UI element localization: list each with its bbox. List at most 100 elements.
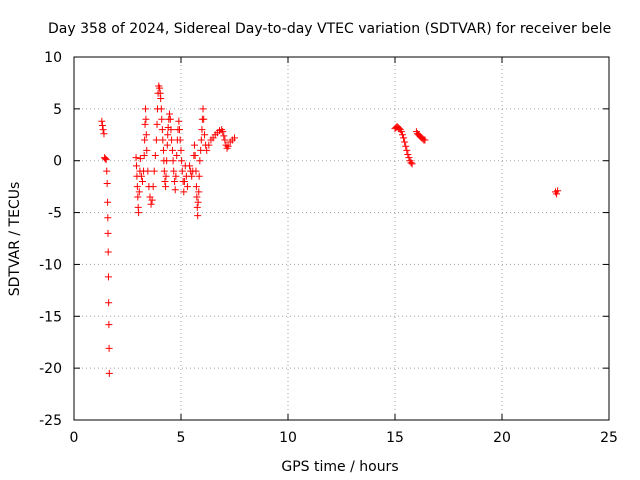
data-point	[158, 115, 166, 123]
data-point	[105, 299, 113, 307]
y-axis-label: SDTVAR / TECUs	[7, 182, 23, 297]
data-point	[397, 128, 405, 136]
data-point	[180, 177, 188, 185]
data-point	[162, 183, 170, 191]
data-point	[135, 188, 143, 196]
x-tick-label: 10	[279, 430, 297, 446]
data-point	[167, 126, 175, 134]
data-point	[231, 134, 238, 142]
grid	[74, 57, 609, 420]
data-point	[103, 167, 111, 175]
data-point	[162, 172, 170, 180]
data-point	[404, 150, 412, 158]
data-point	[135, 209, 143, 217]
x-tick-label: 0	[70, 430, 79, 446]
data-point	[133, 183, 141, 191]
data-point	[220, 132, 228, 140]
data-point	[169, 157, 177, 165]
data-point	[421, 136, 429, 144]
data-point	[141, 105, 149, 113]
data-point	[143, 146, 151, 154]
y-tick-label: -25	[39, 413, 62, 429]
data-point	[176, 126, 184, 134]
y-tick-label: -5	[48, 206, 62, 222]
data-point	[132, 154, 140, 162]
data-point	[163, 141, 171, 149]
data-point	[132, 162, 140, 170]
data-point	[408, 160, 416, 168]
data-point	[159, 146, 167, 154]
data-point	[98, 117, 106, 125]
data-point	[141, 136, 149, 144]
data-point	[163, 157, 171, 165]
data-point	[153, 120, 161, 128]
data-point	[219, 128, 227, 136]
data-point	[175, 117, 183, 125]
data-point	[102, 156, 110, 164]
data-point	[554, 187, 562, 195]
data-point	[165, 110, 173, 118]
data-point	[101, 155, 109, 163]
data-point	[183, 183, 191, 191]
x-tick-label: 20	[493, 430, 511, 446]
data-point	[157, 94, 165, 102]
data-point	[191, 152, 199, 160]
data-point	[160, 167, 168, 175]
data-point	[178, 157, 186, 165]
axis-ticks: 0 5 10 15 20 25 10 5 0 -5 -10 -15 -20 -25	[39, 50, 618, 446]
x-axis-label: GPS time / hours	[281, 459, 398, 475]
data-point	[104, 273, 112, 281]
data-point	[104, 248, 112, 256]
data-point	[402, 142, 410, 150]
data-point	[98, 121, 106, 129]
data-point	[158, 126, 166, 134]
data-point	[136, 155, 144, 163]
data-point	[149, 183, 157, 191]
y-tick-label: -15	[39, 309, 62, 325]
data-point	[553, 190, 561, 198]
data-point	[176, 136, 184, 144]
data-point	[197, 136, 205, 144]
data-point	[140, 152, 148, 160]
data-point	[168, 146, 176, 154]
data-points	[98, 82, 562, 377]
data-point	[151, 152, 159, 160]
data-point	[197, 146, 205, 154]
y-tick-label: -20	[39, 361, 62, 377]
data-point	[403, 146, 411, 154]
data-point	[141, 120, 149, 128]
data-point	[164, 131, 172, 139]
x-tick-label: 15	[386, 430, 404, 446]
data-point	[157, 105, 165, 113]
y-tick-label: 5	[53, 102, 62, 118]
data-point	[198, 126, 206, 134]
data-point	[400, 134, 408, 142]
data-point	[138, 177, 146, 185]
data-point	[407, 159, 415, 167]
data-point	[161, 177, 169, 185]
data-point	[150, 167, 158, 175]
y-tick-label: 10	[44, 50, 62, 66]
data-point	[203, 146, 211, 154]
data-point	[100, 130, 108, 138]
data-point	[103, 180, 111, 188]
data-point	[195, 172, 203, 180]
data-point	[142, 115, 150, 123]
data-point	[200, 115, 208, 123]
data-point	[405, 154, 413, 162]
x-tick-label: 25	[600, 430, 618, 446]
data-point	[193, 203, 201, 211]
data-point	[192, 167, 200, 175]
x-tick-label: 5	[177, 430, 186, 446]
chart-title: Day 358 of 2024, Sidereal Day-to-day VTE…	[48, 21, 611, 37]
data-point	[104, 229, 112, 237]
data-point	[171, 186, 179, 194]
data-point	[156, 84, 164, 92]
data-point	[104, 214, 112, 222]
data-point	[177, 146, 185, 154]
data-point	[137, 172, 145, 180]
data-point	[178, 167, 186, 175]
data-point	[401, 138, 409, 146]
data-point	[105, 321, 113, 329]
